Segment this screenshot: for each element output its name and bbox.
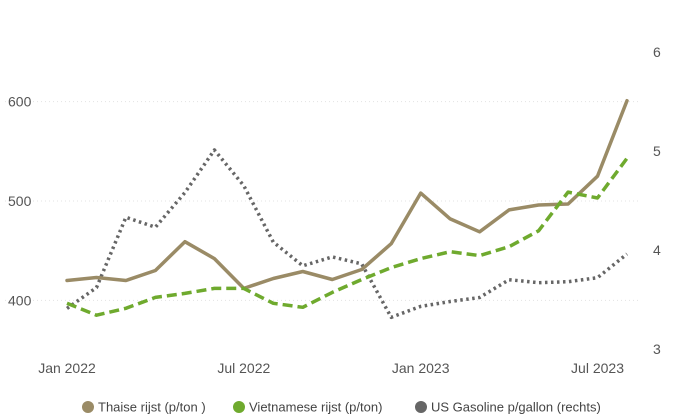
legend: Thaise rijst (p/ton ) Vietnamese rijst (p… [82, 400, 601, 415]
right-tick-label: 3 [653, 341, 661, 357]
gridlines [5, 101, 640, 301]
x-tick-label: Jan 2023 [392, 360, 450, 376]
x-tick-label: Jul 2022 [217, 360, 270, 376]
legend-swatch [233, 401, 245, 413]
series-line-0 [65, 98, 629, 291]
right-tick-label: 5 [653, 143, 661, 159]
left-tick-label: 500 [8, 193, 32, 209]
legend-label: US Gasoline p/gallon (rechts) [431, 400, 601, 415]
right-tick-label: 6 [653, 44, 661, 60]
legend-swatch [415, 401, 427, 413]
right-tick-label: 4 [653, 242, 661, 258]
legend-item: Thaise rijst (p/ton ) [82, 400, 206, 415]
x-tick-label: Jul 2023 [571, 360, 624, 376]
x-axis-ticks: Jan 2022 Jul 2022 Jan 2023 Jul 2023 [38, 360, 624, 376]
legend-label: Thaise rijst (p/ton ) [98, 400, 206, 415]
left-tick-label: 400 [8, 292, 32, 308]
left-tick-label: 600 [8, 94, 32, 110]
left-axis-ticks: 400 500 600 [8, 94, 32, 309]
legend-item: US Gasoline p/gallon (rechts) [415, 400, 601, 415]
series-line-2 [65, 148, 629, 320]
x-tick-label: Jan 2022 [38, 360, 96, 376]
legend-item: Vietnamese rijst (p/ton) [233, 400, 382, 415]
series-lines [65, 98, 629, 320]
series-line-1 [66, 157, 629, 317]
legend-label: Vietnamese rijst (p/ton) [249, 400, 382, 415]
right-axis-ticks: 3 4 5 6 [653, 44, 661, 357]
legend-swatch [82, 401, 94, 413]
